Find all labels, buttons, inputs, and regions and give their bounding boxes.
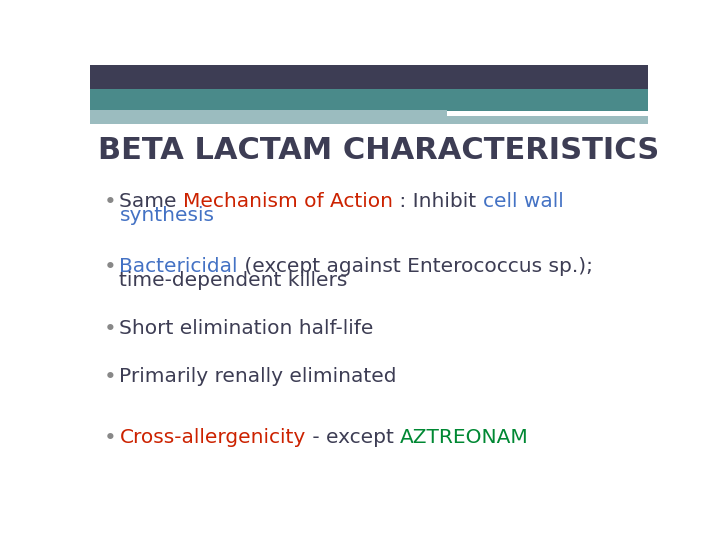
Text: •: •	[104, 428, 117, 448]
Bar	[446, 117, 648, 124]
Bar	[90, 90, 648, 111]
Text: : Inhibit: : Inhibit	[393, 192, 483, 211]
Text: synthesis: synthesis	[120, 206, 215, 225]
Text: cell wall: cell wall	[483, 192, 564, 211]
Text: •: •	[104, 192, 117, 212]
Text: (except against Enterococcus sp.);: (except against Enterococcus sp.);	[238, 257, 593, 276]
Bar	[446, 112, 617, 117]
Text: Mechanism of Action: Mechanism of Action	[184, 192, 393, 211]
Text: Same: Same	[120, 192, 184, 211]
Text: •: •	[104, 367, 117, 387]
Text: •: •	[104, 319, 117, 339]
Text: Cross-allergenicity: Cross-allergenicity	[120, 428, 306, 447]
Text: Primarily renally eliminated: Primarily renally eliminated	[120, 367, 397, 386]
Text: AZTREONAM: AZTREONAM	[400, 428, 528, 447]
Bar	[90, 110, 446, 124]
Text: •: •	[104, 257, 117, 278]
Text: - except: - except	[306, 428, 400, 447]
Text: Short elimination half-life: Short elimination half-life	[120, 319, 374, 338]
Bar	[90, 65, 648, 92]
Text: BETA LACTAM CHARACTERISTICS: BETA LACTAM CHARACTERISTICS	[98, 136, 659, 165]
Text: Bactericidal: Bactericidal	[120, 257, 238, 276]
Text: time-dependent killers: time-dependent killers	[120, 271, 348, 290]
